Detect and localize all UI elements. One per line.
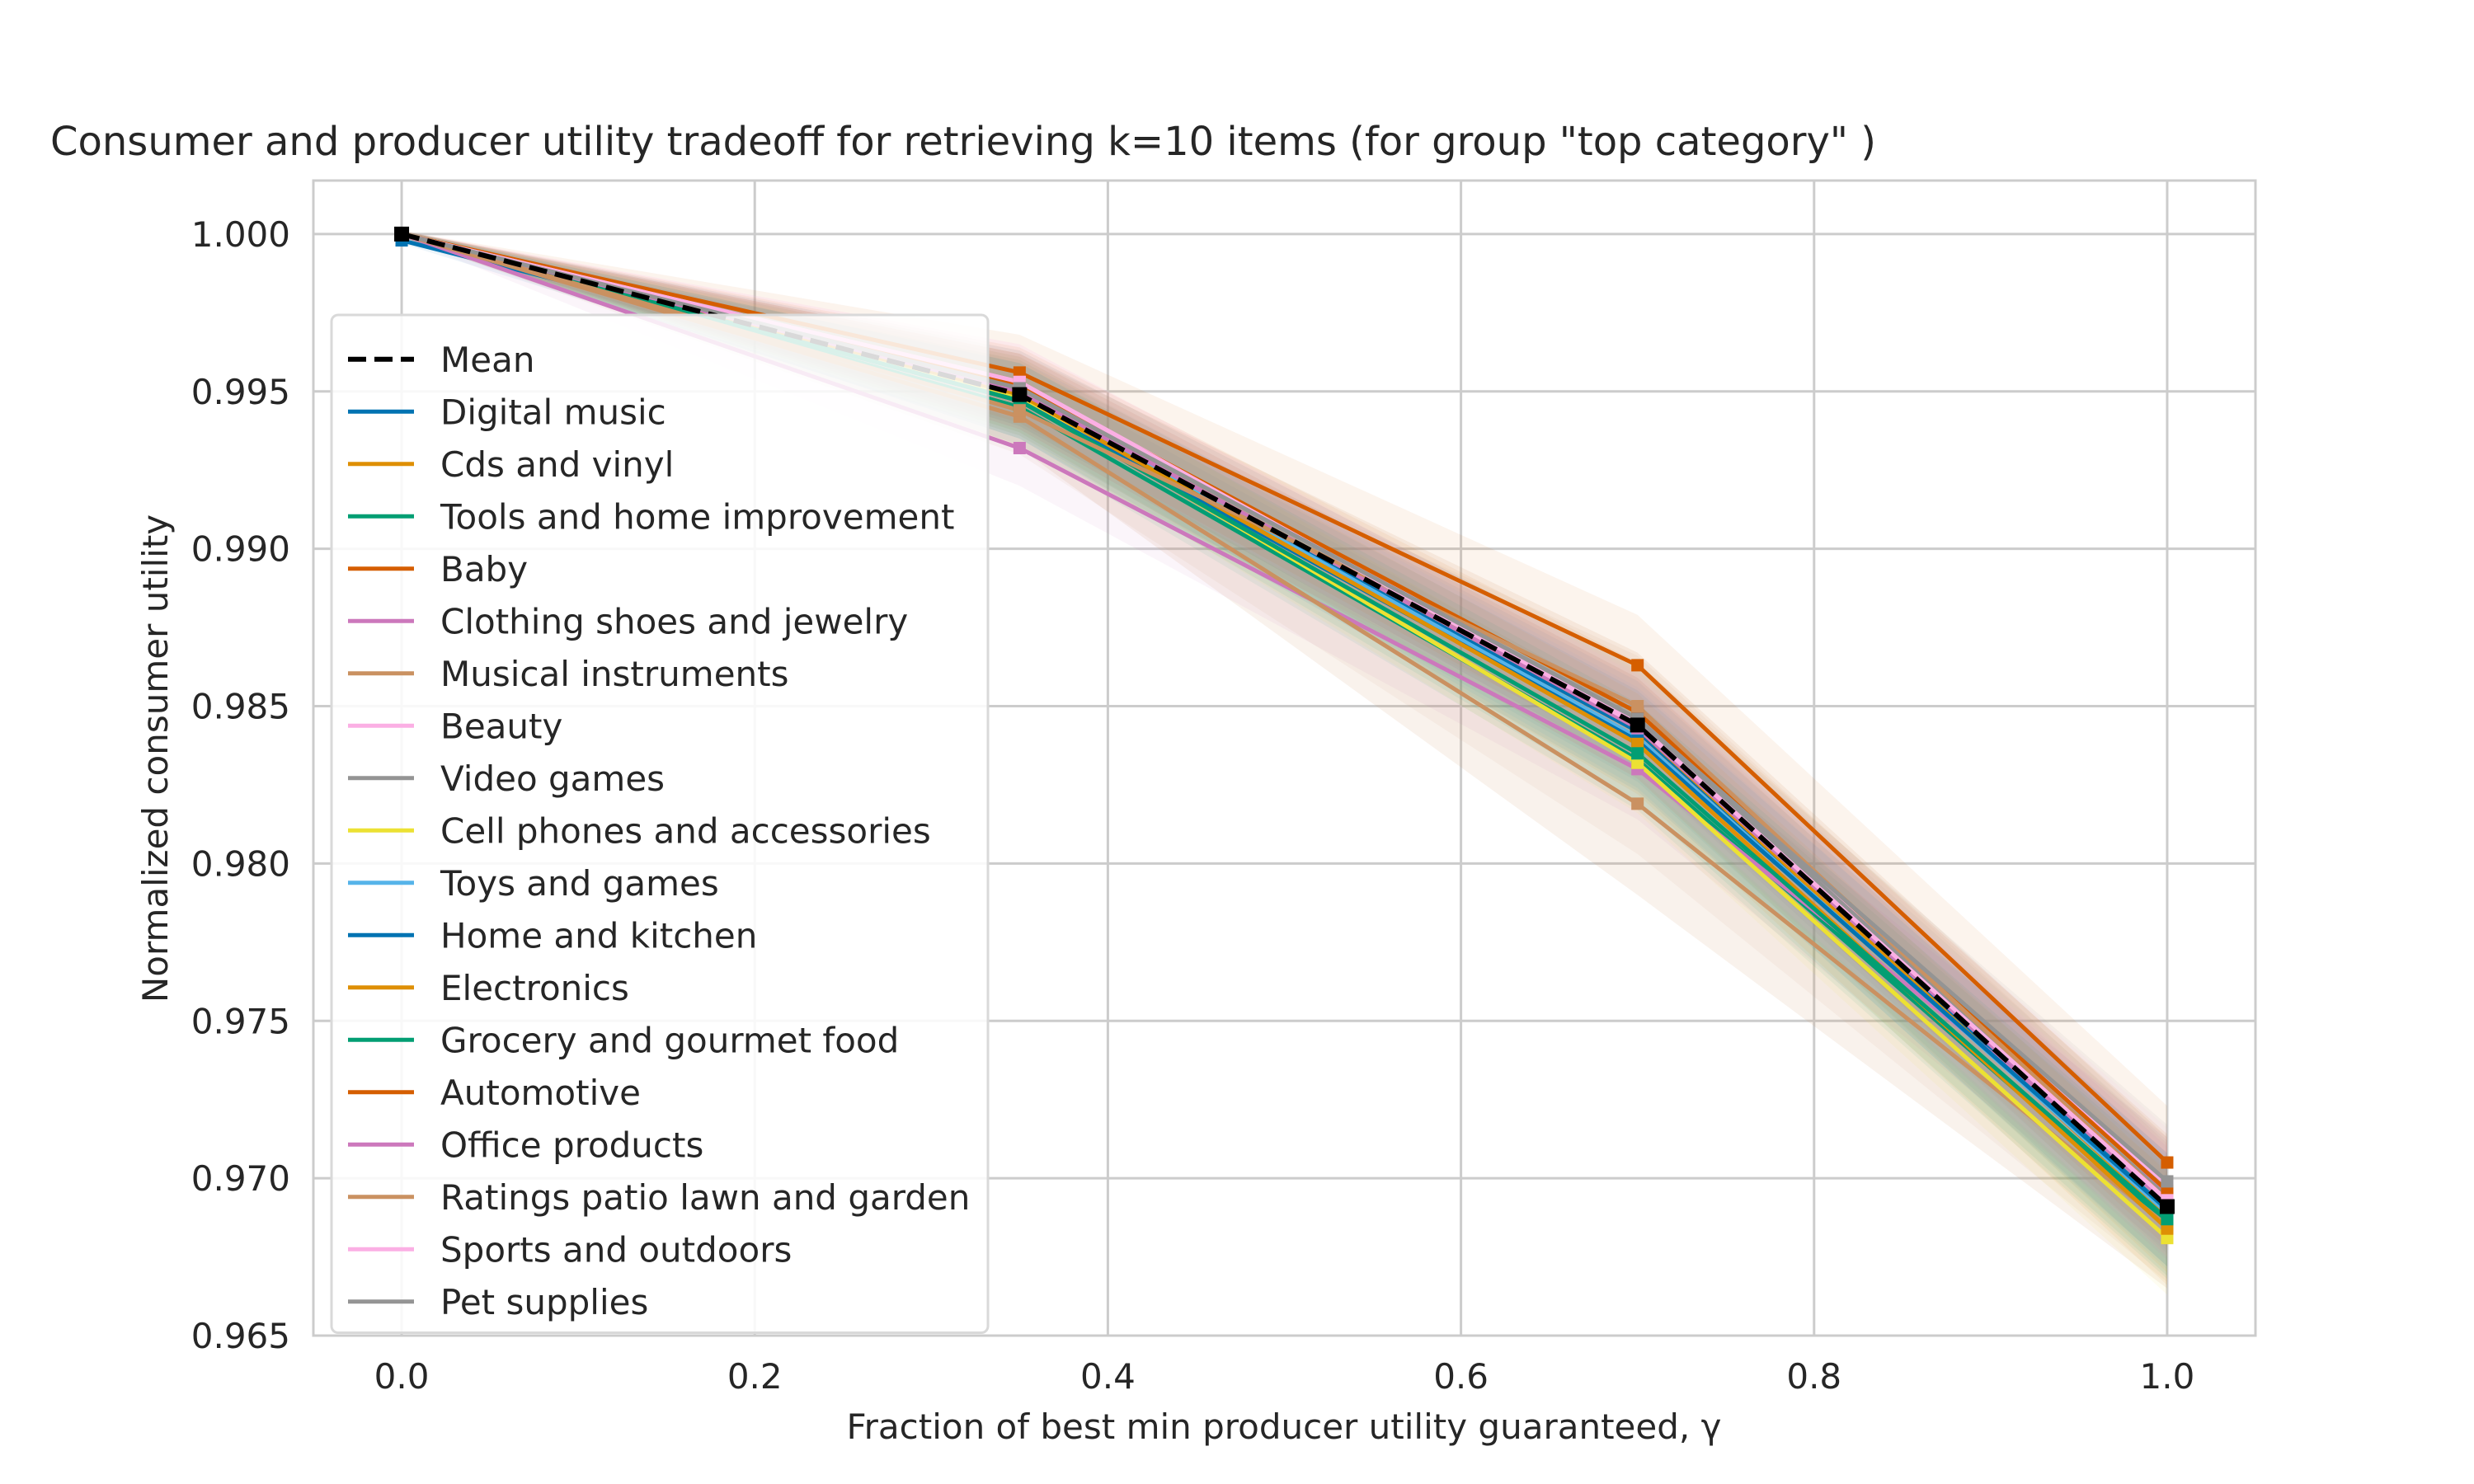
legend-label: Video games	[440, 758, 665, 799]
x-tick-label: 0.4	[1080, 1356, 1136, 1397]
x-tick-label: 0.2	[727, 1356, 783, 1397]
y-tick-label: 0.985	[191, 687, 290, 727]
series-marker	[1631, 797, 1644, 810]
y-tick-label: 0.990	[191, 529, 290, 570]
legend-label: Sports and outdoors	[440, 1229, 792, 1270]
y-tick-label: 0.980	[191, 843, 290, 884]
legend: Mean Digital music Cds and vinyl Tools and …	[330, 313, 990, 1334]
y-tick-label: 0.965	[191, 1316, 290, 1356]
series-line	[401, 232, 2169, 1183]
legend-box	[330, 313, 990, 1334]
legend-label: Automotive	[440, 1073, 641, 1113]
legend-label: Digital music	[440, 392, 666, 432]
legend-label: Toys and games	[440, 863, 719, 904]
series-line	[401, 232, 2169, 1164]
series-marker	[1631, 659, 1644, 672]
legend-label: Office products	[440, 1125, 703, 1165]
x-tick-label: 1.0	[2140, 1356, 2195, 1397]
series-marker	[2161, 1156, 2174, 1169]
y-tick-label: 0.975	[191, 1001, 290, 1041]
legend-label: Pet supplies	[440, 1282, 648, 1322]
series-marker	[2161, 1175, 2174, 1188]
series-marker	[1631, 700, 1644, 713]
x-tick-label: 0.0	[374, 1356, 430, 1397]
plot-frame	[312, 179, 2257, 1337]
y-tick-label: 0.970	[191, 1158, 290, 1199]
series-marker	[2161, 1222, 2174, 1235]
series-marker	[1013, 404, 1026, 417]
legend-label: Electronics	[440, 968, 629, 1008]
legend-label: Grocery and gourmet food	[440, 1020, 899, 1060]
x-ticks: 0.0 0.2 0.4 0.6 0.8 1.0	[374, 1356, 2195, 1397]
mean-marker	[2159, 1199, 2175, 1214]
series-marker	[1631, 737, 1644, 750]
legend-label: Cds and vinyl	[440, 444, 674, 485]
legend-label: Beauty	[440, 706, 562, 746]
series-marker	[1013, 366, 1026, 379]
series-marker	[2161, 1232, 2174, 1245]
legend-label: Cell phones and accessories	[440, 810, 931, 851]
mean-marker	[1012, 387, 1028, 402]
series-marker	[2161, 1184, 2174, 1197]
legend-label: Mean	[440, 340, 534, 380]
series-marker	[1631, 756, 1644, 769]
y-ticks: 0.965 0.970 0.975 0.980 0.985 0.990 0.995 1.000	[191, 214, 290, 1356]
series-markers	[394, 226, 2175, 1245]
series-marker	[1631, 747, 1644, 760]
mean-marker	[1630, 717, 1645, 733]
legend-label: Home and kitchen	[440, 915, 757, 956]
y-axis-label: Normalized consumer utility	[135, 514, 176, 1003]
series-marker	[1013, 441, 1026, 454]
x-tick-label: 0.6	[1433, 1356, 1489, 1397]
legend-label: Musical instruments	[440, 654, 789, 694]
y-tick-label: 0.995	[191, 372, 290, 412]
legend-label: Baby	[440, 549, 528, 589]
x-axis-label: Fraction of best min producer utility gu…	[847, 1407, 1722, 1447]
y-tick-label: 1.000	[191, 214, 290, 255]
chart-title: Consumer and producer utility tradeoff f…	[50, 119, 1876, 165]
x-tick-label: 0.8	[1786, 1356, 1841, 1397]
mean-marker	[394, 226, 410, 242]
legend-label: Clothing shoes and jewelry	[440, 601, 908, 641]
legend-label: Ratings patio lawn and garden	[440, 1177, 970, 1218]
legend-label: Tools and home improvement	[440, 496, 954, 537]
series-marker	[2161, 1213, 2174, 1226]
